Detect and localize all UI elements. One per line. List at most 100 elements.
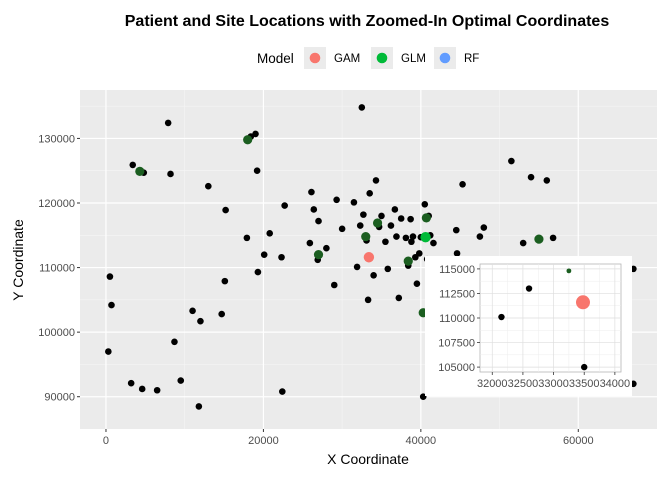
site-point [403,256,413,266]
patient-point [105,348,112,355]
patient-point [177,377,185,384]
patient-point [409,233,417,240]
patient-point [167,170,174,178]
patient-point [453,250,461,257]
site-point [243,135,253,145]
patient-point [378,212,385,220]
site-point [421,213,431,223]
y-axis-ticks: 90000 100000 110000 120000 130000 [38,133,80,404]
patient-point [413,280,421,288]
patient-point [138,385,146,393]
x-tick-label: 0 [103,435,109,447]
patient-point [407,215,414,223]
patient-point [415,250,423,257]
patient-point [189,307,196,315]
inset-optimal-point-gam [575,295,590,310]
inset-x-tick-label: 33500 [569,378,600,390]
patient-point [519,239,527,247]
patient-point [393,233,400,240]
patient-point [310,206,318,213]
y-tick-label: 110000 [39,263,75,275]
inset-y-tick-label: 115000 [439,264,475,276]
patient-point [358,104,366,111]
site-point [361,231,371,242]
inset-x-tick-label: 32500 [508,378,539,390]
patient-point [323,244,330,252]
legend-label-glm: GLM [401,53,426,65]
patient-point [195,403,203,410]
patient-point [222,206,229,214]
y-tick-label: 100000 [38,327,75,339]
patient-point [476,233,484,240]
patient-point [508,157,515,165]
patient-point [127,379,135,387]
y-tick-label: 130000 [38,133,75,145]
y-axis-title: Y Coordinate [10,219,26,301]
inset-patient-point [498,313,505,321]
patient-point [308,188,315,196]
inset-x-tick-label: 33000 [538,378,569,390]
patient-point [356,222,364,229]
patient-point [197,317,204,325]
x-tick-label: 20000 [248,435,279,447]
patient-point [281,202,288,209]
patient-point [279,388,286,395]
inset-patient-point [581,363,588,371]
legend-swatch-gam [309,52,321,64]
optimal-point-glm [420,232,431,243]
patient-point [391,206,399,213]
patient-point [387,222,395,229]
site-point [372,218,383,228]
patient-point [330,281,338,289]
patient-point [338,225,346,233]
patient-point [372,177,380,184]
patient-point [382,238,389,246]
y-tick-label: 120000 [38,198,75,210]
x-axis-ticks: 0 20000 40000 60000 [103,429,594,447]
legend-label-gam: GAM [334,53,360,65]
patient-point [459,180,466,188]
site-point [135,166,145,176]
x-tick-label: 40000 [406,435,437,447]
patient-point [254,268,262,276]
patient-point [402,234,410,242]
patient-point [171,338,178,346]
legend-swatch-rf [439,52,451,64]
patient-point [266,230,274,237]
patient-point [164,119,172,127]
patient-point [153,386,161,394]
patient-point [108,301,115,309]
patient-point [543,177,551,184]
legend-swatch-glm [376,52,388,64]
patient-point [106,273,114,280]
patient-point [384,265,392,273]
site-point [313,250,324,260]
patient-point [395,294,403,302]
inset-x-tick-label: 32000 [477,378,508,390]
patient-point [408,238,415,246]
inset-zoom: 32000 32500 33000 33500 34000 105000 107500 110… [425,256,632,396]
patient-point [364,296,372,304]
y-tick-label: 90000 [44,392,75,404]
patient-point [205,182,212,190]
patient-point [350,199,358,206]
patient-point [253,167,261,175]
patient-point [430,239,437,247]
patient-point [549,234,557,242]
optimal-point-gam [363,252,375,263]
inset-y-tick-label: 110000 [439,313,475,325]
inset-site-point [566,268,572,274]
patient-point [315,217,322,225]
patient-point [221,277,229,285]
legend-title: Model [257,51,294,66]
inset-patient-point [525,285,533,292]
patient-point [252,130,259,138]
patient-point [353,263,361,271]
patient-point [243,234,251,242]
x-axis-title: X Coordinate [327,451,409,467]
patient-point [278,253,285,261]
inset-y-tick-label: 112500 [439,288,475,300]
patient-point [129,161,137,169]
inset-x-tick-label: 34000 [600,378,631,390]
